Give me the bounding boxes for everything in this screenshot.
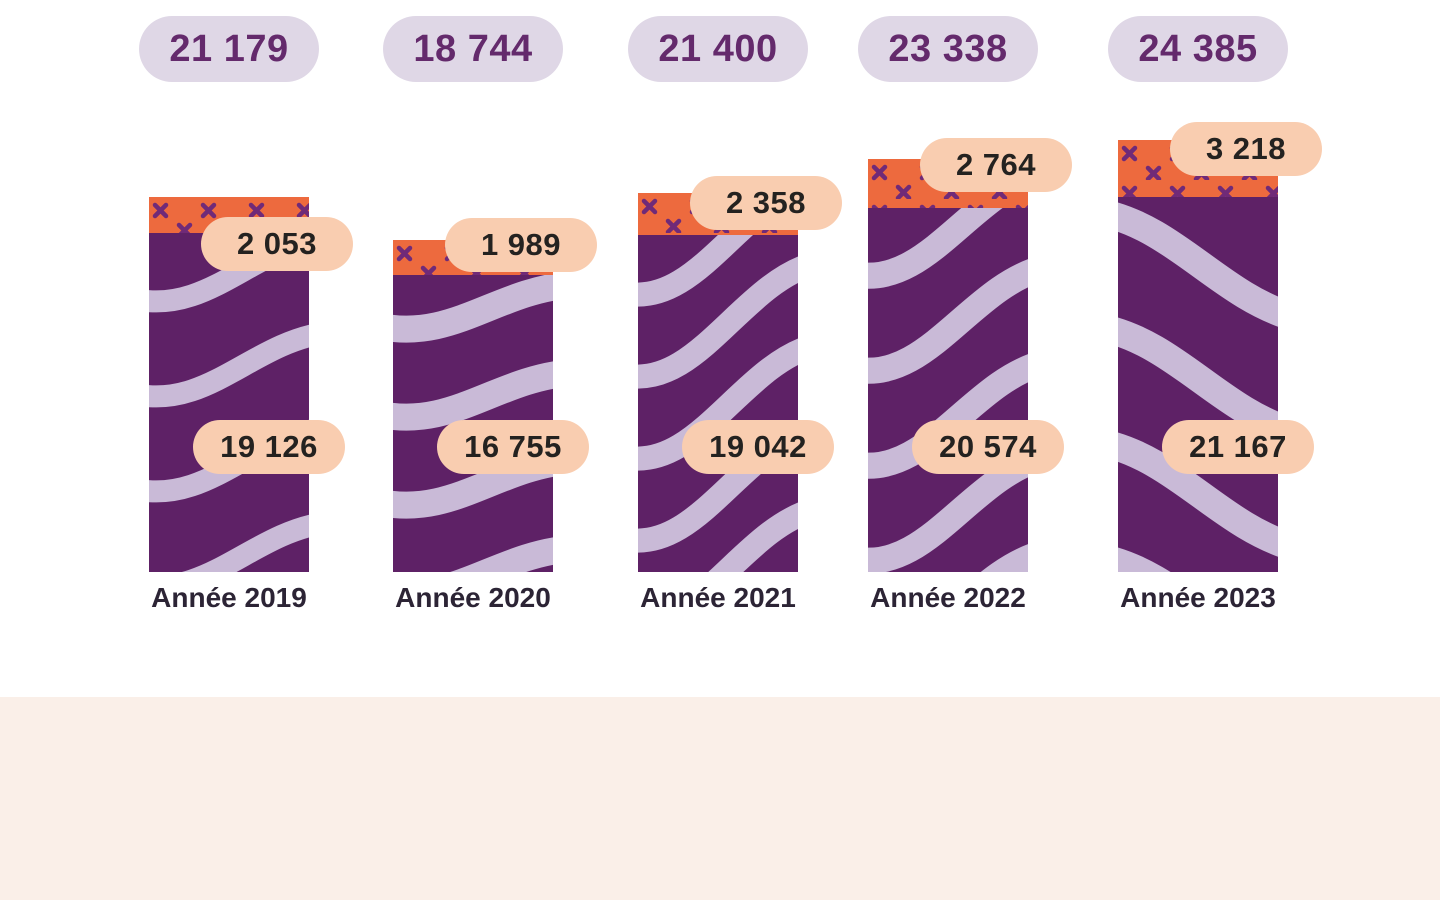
private-value-badge: 16 755 bbox=[437, 420, 589, 474]
x-axis-label: Année 2023 bbox=[1120, 582, 1276, 613]
total-badge: 18 744 bbox=[383, 16, 563, 82]
public-value-badge: 2 053 bbox=[201, 217, 353, 271]
public-value-badge: 3 218 bbox=[1170, 122, 1322, 176]
x-axis-label: Année 2020 bbox=[395, 582, 551, 613]
total-badge: 23 338 bbox=[858, 16, 1038, 82]
private-value-badge: 20 574 bbox=[912, 420, 1064, 474]
total-badge: 24 385 bbox=[1108, 16, 1288, 82]
stacked-bar bbox=[1118, 140, 1278, 572]
public-value-badge: 2 358 bbox=[690, 176, 842, 230]
public-value-badge: 1 989 bbox=[445, 218, 597, 272]
private-value-badge: 19 126 bbox=[193, 420, 345, 474]
private-value-badge: 21 167 bbox=[1162, 420, 1314, 474]
x-axis-label: Année 2022 bbox=[870, 582, 1026, 613]
x-axis-label: Année 2021 bbox=[640, 582, 796, 613]
total-badge: 21 179 bbox=[139, 16, 319, 82]
stacked-bar bbox=[393, 240, 553, 572]
public-value-badge: 2 764 bbox=[920, 138, 1072, 192]
stacked-bar bbox=[638, 193, 798, 572]
total-badge: 21 400 bbox=[628, 16, 808, 82]
legend-panel: Évolution 2023–2022 +16% dans le public … bbox=[0, 697, 1440, 900]
private-value-badge: 19 042 bbox=[682, 420, 834, 474]
stacked-bar bbox=[868, 159, 1028, 572]
x-axis-label: Année 2019 bbox=[151, 582, 307, 613]
